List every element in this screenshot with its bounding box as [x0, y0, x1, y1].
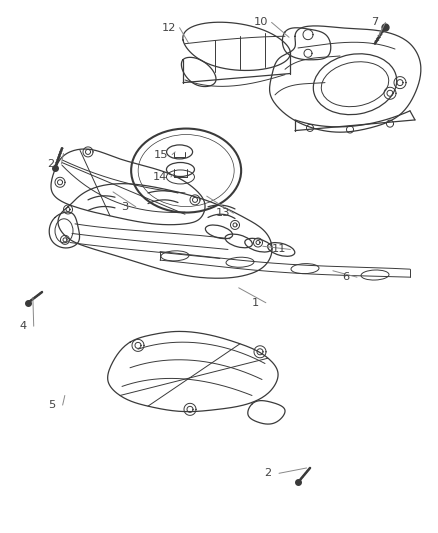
Text: 11: 11 — [272, 245, 287, 254]
Text: 13: 13 — [215, 208, 230, 218]
Text: 12: 12 — [162, 23, 176, 33]
Text: 6: 6 — [343, 272, 350, 282]
Text: 15: 15 — [154, 150, 169, 159]
Text: 1: 1 — [251, 298, 258, 308]
Text: 4: 4 — [19, 321, 26, 331]
Text: 14: 14 — [153, 172, 167, 182]
Text: 2: 2 — [47, 159, 54, 169]
Text: 2: 2 — [265, 469, 272, 478]
Text: 3: 3 — [121, 202, 128, 212]
Text: 7: 7 — [371, 18, 378, 27]
Text: 5: 5 — [48, 400, 55, 410]
Text: 10: 10 — [253, 18, 268, 27]
